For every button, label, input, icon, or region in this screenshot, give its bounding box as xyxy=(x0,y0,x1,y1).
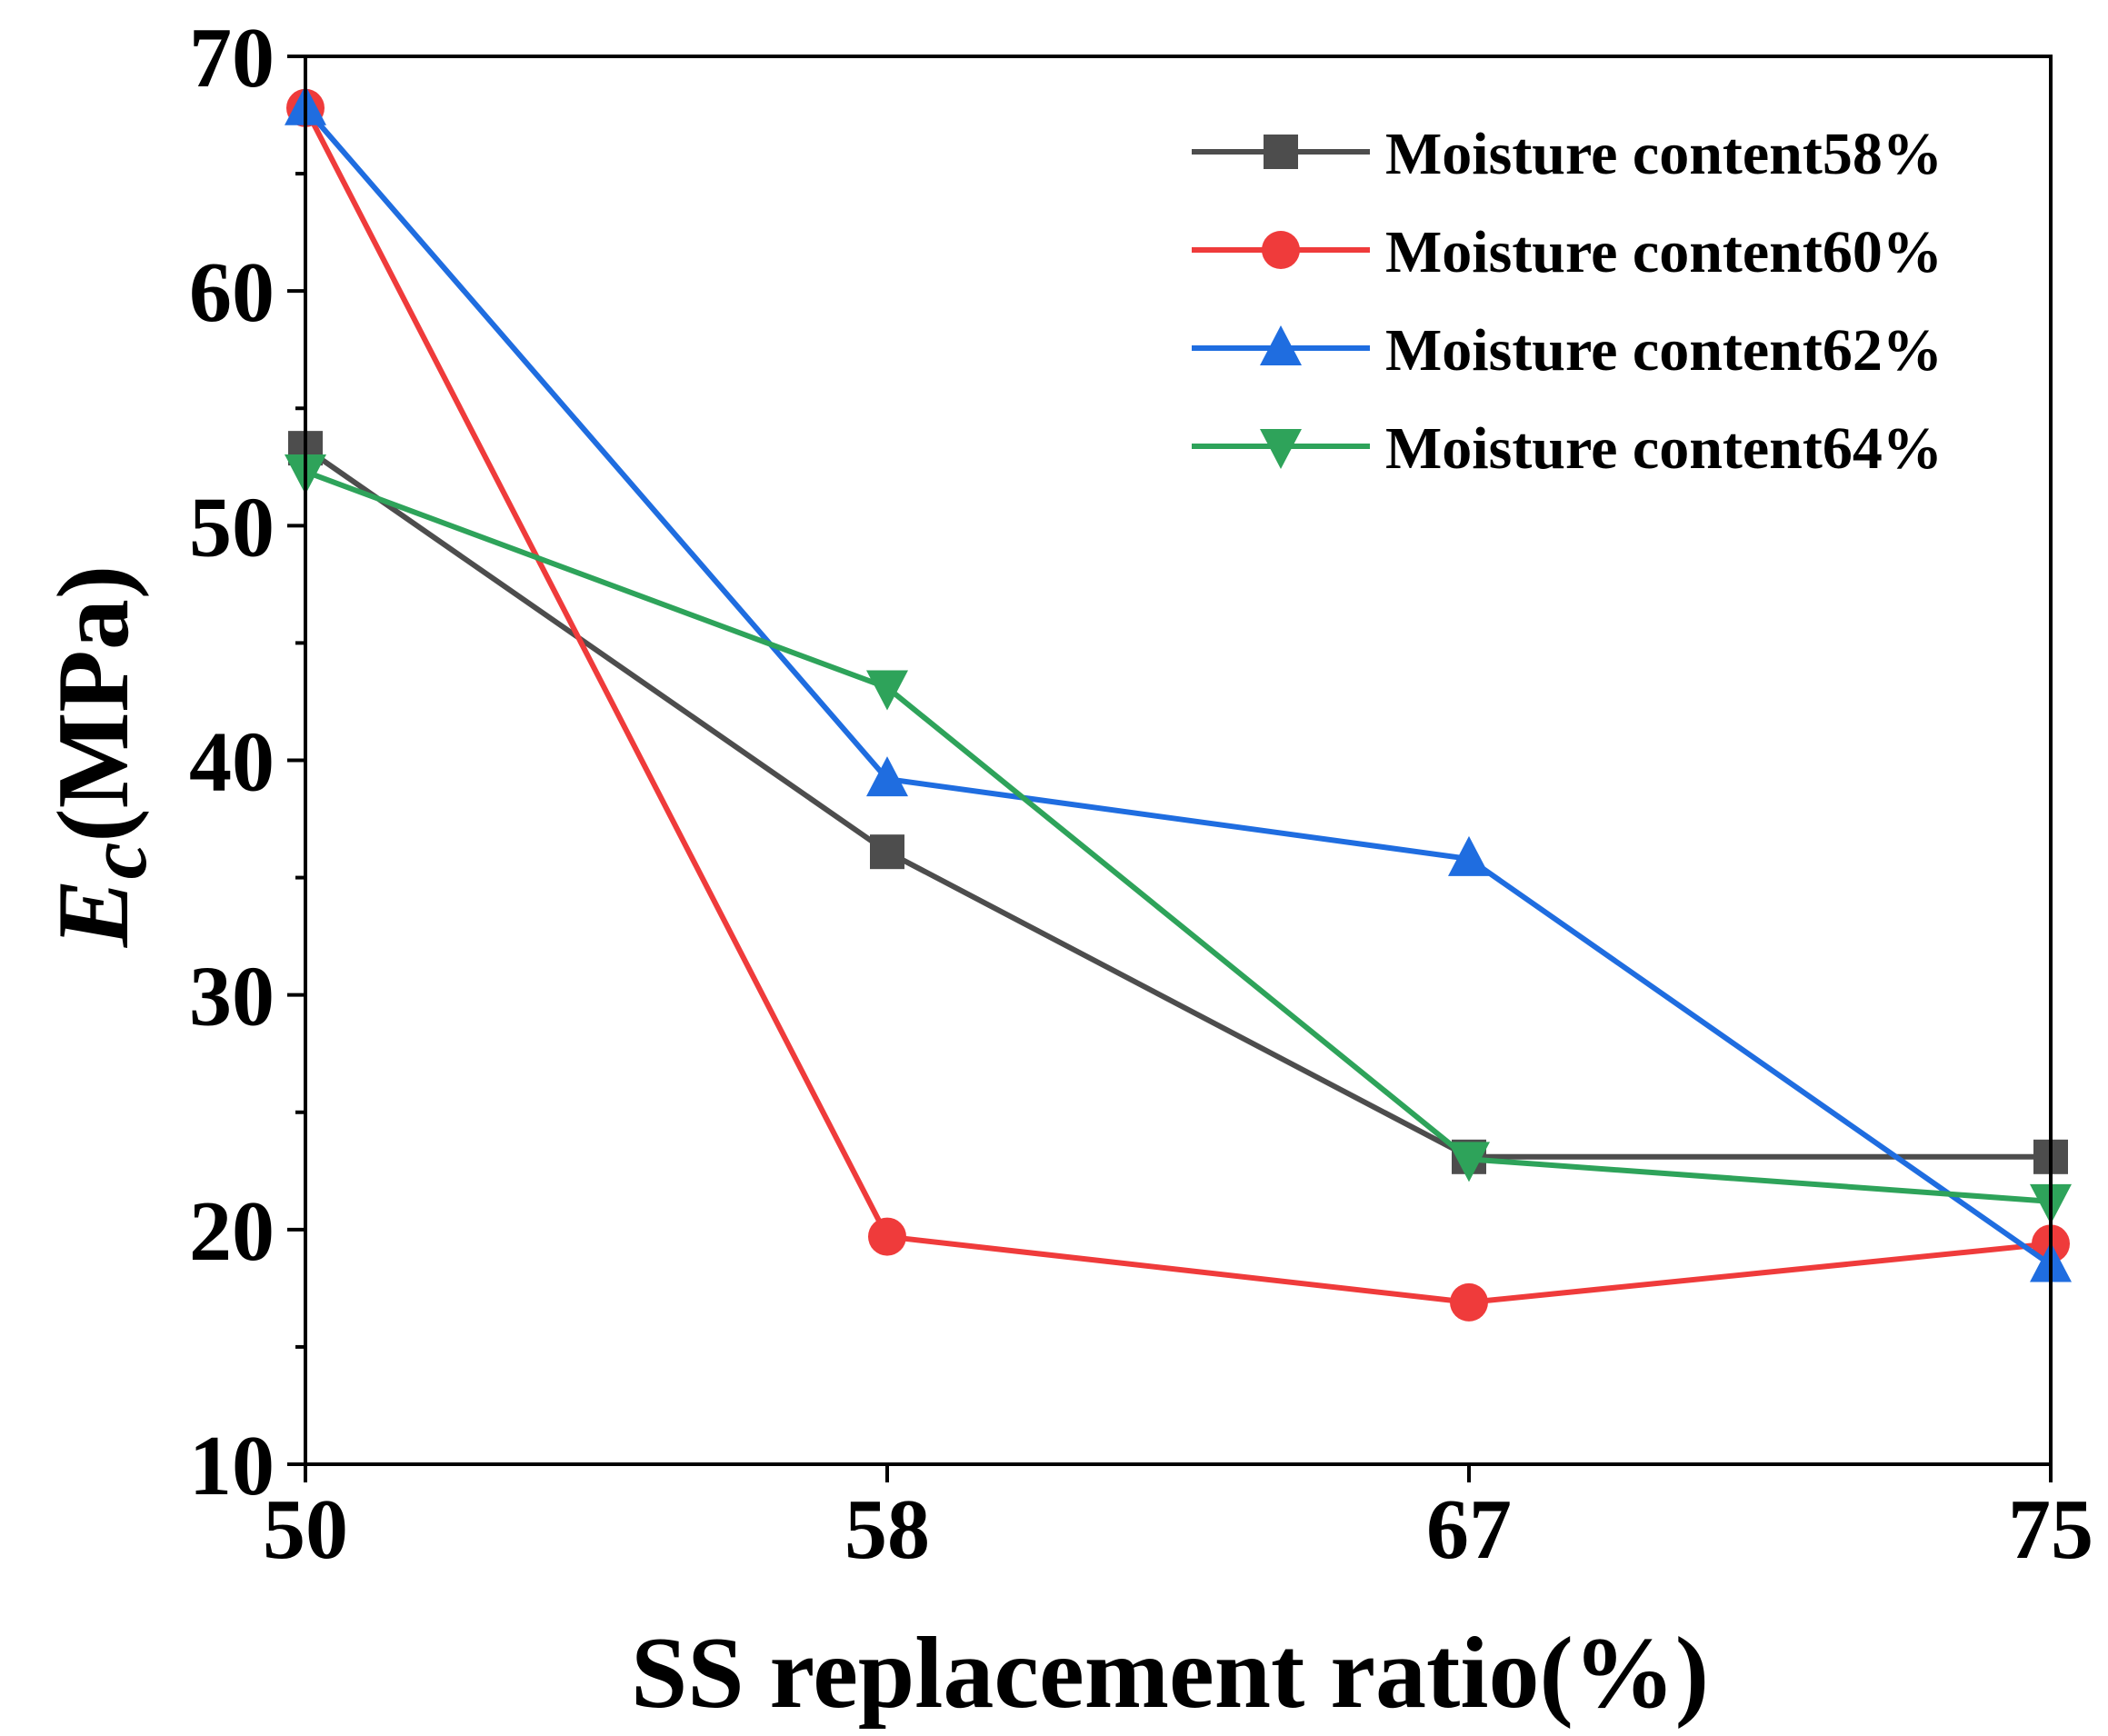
data-point xyxy=(866,670,908,711)
series-line xyxy=(304,469,2052,1204)
y-axis-title: Ec(MPa) xyxy=(37,565,164,948)
y-tick-label: 10 xyxy=(189,1419,275,1513)
x-tick-label: 58 xyxy=(844,1482,930,1577)
x-tick-label: 75 xyxy=(2008,1482,2093,1577)
data-point xyxy=(870,834,904,870)
y-tick-label: 40 xyxy=(189,715,275,810)
y-tick-label: 20 xyxy=(189,1184,275,1279)
legend-marker xyxy=(1260,429,1302,469)
y-axis-title-subscript: c xyxy=(71,843,164,880)
legend-item: Moisture content62% xyxy=(1192,317,1943,384)
series-1 xyxy=(288,431,2068,1174)
series-4 xyxy=(285,454,2072,1224)
x-tick-label: 50 xyxy=(263,1482,348,1577)
axis-tick-labels: 50 58 67 75 10 20 30 40 50 60 70 xyxy=(189,11,2093,1577)
legend-marker xyxy=(1260,325,1302,365)
x-axis-title: SS replacement ratio(%) xyxy=(631,1617,1709,1730)
legend-item: Moisture content58% xyxy=(1192,121,1943,187)
legend-label: Moisture content60% xyxy=(1385,219,1943,285)
data-point xyxy=(1448,835,1490,876)
data-point xyxy=(1450,1282,1488,1322)
legend-label: Moisture content62% xyxy=(1385,317,1943,384)
legend-marker xyxy=(1264,135,1298,169)
y-tick-label: 30 xyxy=(189,950,275,1044)
legend-label: Moisture content58% xyxy=(1385,121,1943,187)
y-tick-label: 50 xyxy=(189,480,275,574)
y-tick-label: 60 xyxy=(189,245,275,340)
series-line xyxy=(303,106,2052,1305)
legend-label: Moisture content64% xyxy=(1385,415,1943,482)
y-tick-label: 70 xyxy=(189,11,275,105)
data-point xyxy=(868,1217,906,1256)
legend: Moisture content58% Moisture content60% Mo… xyxy=(1192,121,1943,482)
series-line xyxy=(304,445,2051,1160)
data-point xyxy=(1448,1142,1490,1182)
y-axis-title-unit: (MPa) xyxy=(37,565,150,843)
series-layer xyxy=(285,85,2072,1322)
x-tick-label: 67 xyxy=(1426,1482,1512,1577)
data-point xyxy=(866,756,908,797)
legend-item: Moisture content60% xyxy=(1192,219,1943,285)
legend-item: Moisture content64% xyxy=(1192,415,1943,482)
series-2 xyxy=(286,88,2070,1322)
series-line xyxy=(303,105,2053,1268)
axis-ticks xyxy=(287,55,2053,1482)
legend-marker xyxy=(1262,231,1300,269)
y-axis-title-main: E xyxy=(37,879,150,948)
